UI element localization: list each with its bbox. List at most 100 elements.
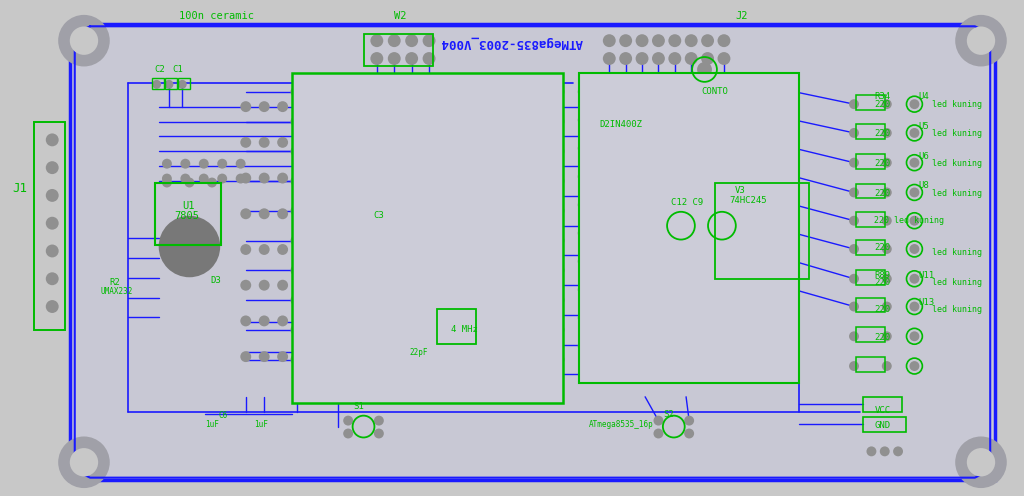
Text: D3: D3 — [210, 276, 220, 285]
Text: VCC: VCC — [874, 406, 891, 415]
Text: 220: 220 — [874, 189, 891, 198]
Text: CONTO: CONTO — [701, 87, 728, 96]
Text: GND: GND — [874, 421, 891, 430]
Text: 100n ceramic: 100n ceramic — [179, 11, 254, 21]
Text: C1: C1 — [172, 65, 182, 74]
Circle shape — [554, 116, 564, 127]
Circle shape — [603, 52, 615, 65]
Circle shape — [278, 137, 288, 148]
Bar — [863, 397, 902, 412]
Circle shape — [431, 392, 441, 402]
Circle shape — [849, 187, 859, 197]
Circle shape — [259, 137, 269, 148]
Circle shape — [291, 324, 301, 335]
Circle shape — [578, 143, 588, 153]
Circle shape — [388, 34, 400, 47]
Text: S2: S2 — [664, 410, 674, 419]
Circle shape — [394, 225, 404, 236]
Text: ATmega8535_16p: ATmega8535_16p — [589, 420, 653, 429]
Circle shape — [291, 265, 301, 276]
Bar — [437, 309, 476, 344]
Circle shape — [241, 101, 251, 112]
Circle shape — [159, 216, 220, 277]
Circle shape — [790, 313, 800, 323]
Circle shape — [241, 351, 251, 362]
Bar — [856, 184, 885, 198]
Circle shape — [180, 174, 190, 184]
Circle shape — [718, 52, 730, 65]
Circle shape — [849, 274, 859, 284]
Circle shape — [481, 317, 492, 327]
Circle shape — [480, 392, 490, 402]
Text: 4 MHz: 4 MHz — [451, 325, 477, 334]
Text: ATMega835-2003_V004: ATMega835-2003_V004 — [440, 36, 584, 49]
Circle shape — [909, 99, 920, 109]
Circle shape — [849, 361, 859, 371]
Circle shape — [554, 205, 564, 216]
Circle shape — [296, 173, 306, 184]
Bar — [364, 34, 433, 66]
Circle shape — [70, 26, 98, 55]
Circle shape — [701, 52, 714, 65]
Circle shape — [374, 416, 384, 426]
Text: led kuning: led kuning — [932, 306, 982, 314]
Text: R89: R89 — [874, 271, 891, 280]
Circle shape — [790, 256, 800, 266]
Circle shape — [882, 99, 892, 109]
Circle shape — [296, 351, 306, 362]
Bar — [856, 212, 885, 227]
Bar — [856, 357, 885, 372]
Text: D2IN400Z: D2IN400Z — [599, 121, 642, 129]
Bar — [155, 183, 221, 245]
Circle shape — [636, 52, 648, 65]
Text: U1: U1 — [182, 201, 195, 211]
Text: U5: U5 — [919, 122, 929, 131]
Circle shape — [669, 34, 681, 47]
Circle shape — [578, 313, 588, 323]
Circle shape — [241, 173, 251, 184]
Circle shape — [849, 158, 859, 168]
Circle shape — [882, 244, 892, 254]
Circle shape — [628, 176, 638, 186]
Circle shape — [278, 208, 288, 219]
Circle shape — [382, 392, 392, 402]
Circle shape — [643, 237, 653, 247]
Circle shape — [554, 235, 564, 246]
Text: 220: 220 — [874, 129, 891, 138]
Circle shape — [180, 159, 190, 169]
Circle shape — [379, 181, 389, 190]
Circle shape — [909, 302, 920, 311]
Circle shape — [58, 436, 110, 488]
Circle shape — [423, 52, 435, 65]
Circle shape — [379, 211, 389, 221]
Bar — [863, 417, 906, 432]
Bar — [856, 240, 885, 255]
Circle shape — [241, 244, 251, 255]
Circle shape — [554, 176, 564, 186]
Circle shape — [701, 34, 714, 47]
Circle shape — [554, 295, 564, 306]
Circle shape — [866, 446, 877, 456]
Circle shape — [658, 206, 669, 216]
Circle shape — [790, 143, 800, 153]
Circle shape — [382, 74, 392, 84]
Circle shape — [909, 274, 920, 284]
Circle shape — [658, 176, 669, 186]
Circle shape — [658, 114, 669, 124]
Circle shape — [620, 52, 632, 65]
Circle shape — [658, 268, 669, 278]
Bar — [715, 183, 809, 279]
Text: S1: S1 — [353, 402, 364, 411]
Circle shape — [259, 173, 269, 184]
Circle shape — [379, 150, 389, 160]
Circle shape — [278, 101, 288, 112]
Circle shape — [790, 115, 800, 125]
Text: led kuning: led kuning — [932, 189, 982, 198]
Circle shape — [241, 208, 251, 219]
Circle shape — [554, 265, 564, 276]
Text: U11: U11 — [919, 271, 935, 280]
Circle shape — [849, 216, 859, 226]
Circle shape — [162, 174, 172, 184]
Circle shape — [388, 52, 400, 65]
Circle shape — [636, 34, 648, 47]
